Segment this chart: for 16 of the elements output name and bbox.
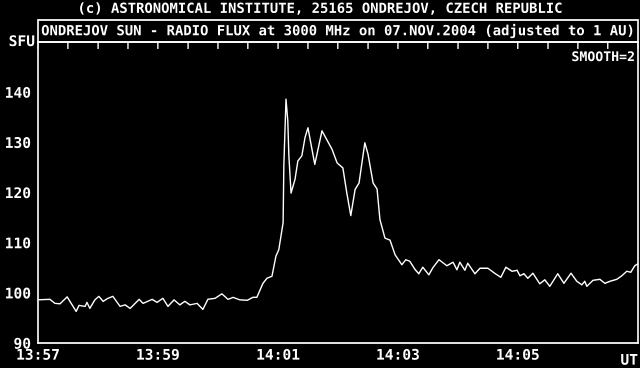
- y-axis-title: SFU: [10, 35, 34, 46]
- x-tick-label: 13:59: [137, 348, 179, 360]
- y-tick-label: 100: [6, 288, 30, 299]
- y-tick-label: 110: [6, 237, 30, 248]
- x-tick-label: 14:03: [377, 348, 419, 360]
- x-tick-label: 14:01: [257, 348, 300, 360]
- x-tick-label: 14:05: [497, 348, 539, 360]
- x-tick-label: 13:57: [17, 348, 59, 360]
- annotation: SMOOTH=2: [572, 51, 634, 62]
- y-tick-label: 140: [6, 86, 30, 98]
- y-tick-label: 130: [6, 137, 30, 148]
- y-tick-label: 90: [14, 338, 30, 349]
- x-axis-title: UT: [621, 354, 638, 365]
- text: (c) ASTRONOMICAL INSTITUTE, 25165 ONDREJOV, CZECH REPUBLIC: [80, 2, 562, 15]
- chart-title: ONDREJOV SUN - RADIO FLUX at 3000 MHz on 07.NOV.2004 (adjusted to 1 AU): [42, 24, 632, 38]
- y-tick-label: 120: [6, 187, 30, 198]
